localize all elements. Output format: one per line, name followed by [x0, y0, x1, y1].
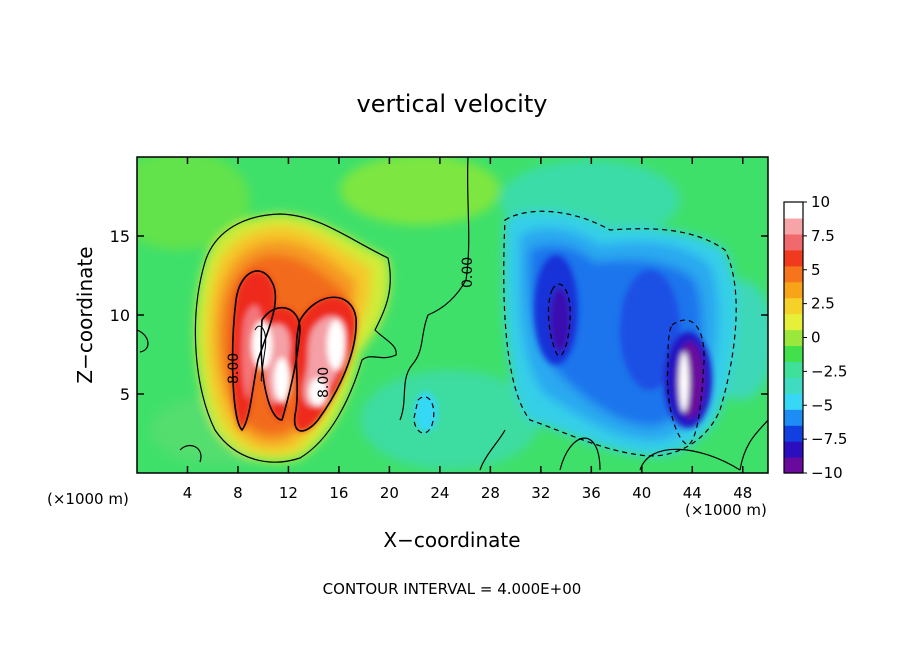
contour-label: 0.00 [460, 257, 476, 288]
colorbar-swatch [784, 265, 803, 283]
colorbar-label: 7.5 [811, 227, 835, 245]
contour-zero-updraft [194, 213, 397, 463]
contour-8-left [231, 270, 277, 432]
colorbar-swatch [784, 425, 803, 442]
colorbar-label: 2.5 [811, 295, 835, 313]
contour-interval-footer: CONTOUR INTERVAL = 4.000E+00 [323, 580, 582, 598]
x-tick-label: 28 [481, 484, 500, 502]
colorbar-swatch [784, 409, 803, 426]
y-axis: 5 10 15 [110, 227, 768, 404]
colorbar-label: 5 [811, 261, 821, 279]
colorbar-label: −10 [811, 464, 843, 482]
colorbar-swatch [784, 233, 803, 251]
colorbar-swatch [784, 393, 803, 410]
x-tick-label: 24 [430, 484, 449, 502]
x-tick-label: 44 [683, 484, 702, 502]
y-tick-label: 10 [110, 306, 130, 325]
colorbar: 10 7.5 5 2.5 0 −2.5 −5 −7.5 −10 [783, 193, 847, 482]
y-tick-label: 5 [120, 385, 130, 404]
colorbar-swatch [784, 345, 803, 363]
contour-labels: 8.00 8.00 0.00 [226, 257, 476, 398]
x-axis: 4 8 12 16 20 24 28 32 36 40 44 48 [183, 157, 752, 502]
colorbar-swatch [784, 249, 803, 267]
x-tick-label: 48 [733, 484, 752, 502]
x-axis-label: X−coordinate [383, 528, 520, 552]
colorbar-label: −2.5 [811, 362, 847, 380]
chart-title: vertical velocity [357, 90, 548, 118]
x-tick-label: 12 [279, 484, 298, 502]
contour-8-right [293, 296, 357, 432]
colorbar-swatch [784, 377, 803, 394]
contour-lines [137, 157, 768, 471]
contour-neg [503, 210, 737, 457]
colorbar-label: 10 [811, 193, 830, 211]
colorbar-swatch [784, 202, 803, 219]
colorbar-swatch [784, 457, 803, 474]
colorbar-label: 0 [811, 329, 821, 347]
field-cores [232, 255, 712, 432]
colorbar-swatch [784, 329, 803, 347]
colorbar-label: −5 [811, 396, 833, 414]
colorbar-swatch [784, 297, 803, 315]
colorbar-swatch [784, 217, 803, 235]
colorbar-swatch [784, 313, 803, 331]
x-tick-label: 36 [582, 484, 601, 502]
x-units-left: (×1000 m) [47, 490, 129, 508]
colorbar-swatch [784, 441, 803, 458]
contour-label: 8.00 [226, 353, 242, 384]
y-tick-label: 15 [110, 227, 130, 246]
plot-area [137, 157, 768, 473]
x-tick-label: 8 [233, 484, 243, 502]
x-tick-label: 40 [632, 484, 651, 502]
x-units-right: (×1000 m) [685, 501, 767, 519]
x-tick-label: 16 [329, 484, 348, 502]
colorbar-swatch [784, 281, 803, 299]
x-tick-label: 32 [531, 484, 550, 502]
contour-label: 8.00 [316, 367, 332, 398]
x-tick-label: 4 [183, 484, 193, 502]
colorbar-label: −7.5 [811, 430, 847, 448]
contour-zero-divider [399, 157, 470, 421]
contour-8-mid [260, 306, 301, 421]
y-axis-label: Z−coordinate [73, 246, 97, 383]
colorbar-swatch [784, 361, 803, 378]
x-tick-label: 20 [380, 484, 399, 502]
